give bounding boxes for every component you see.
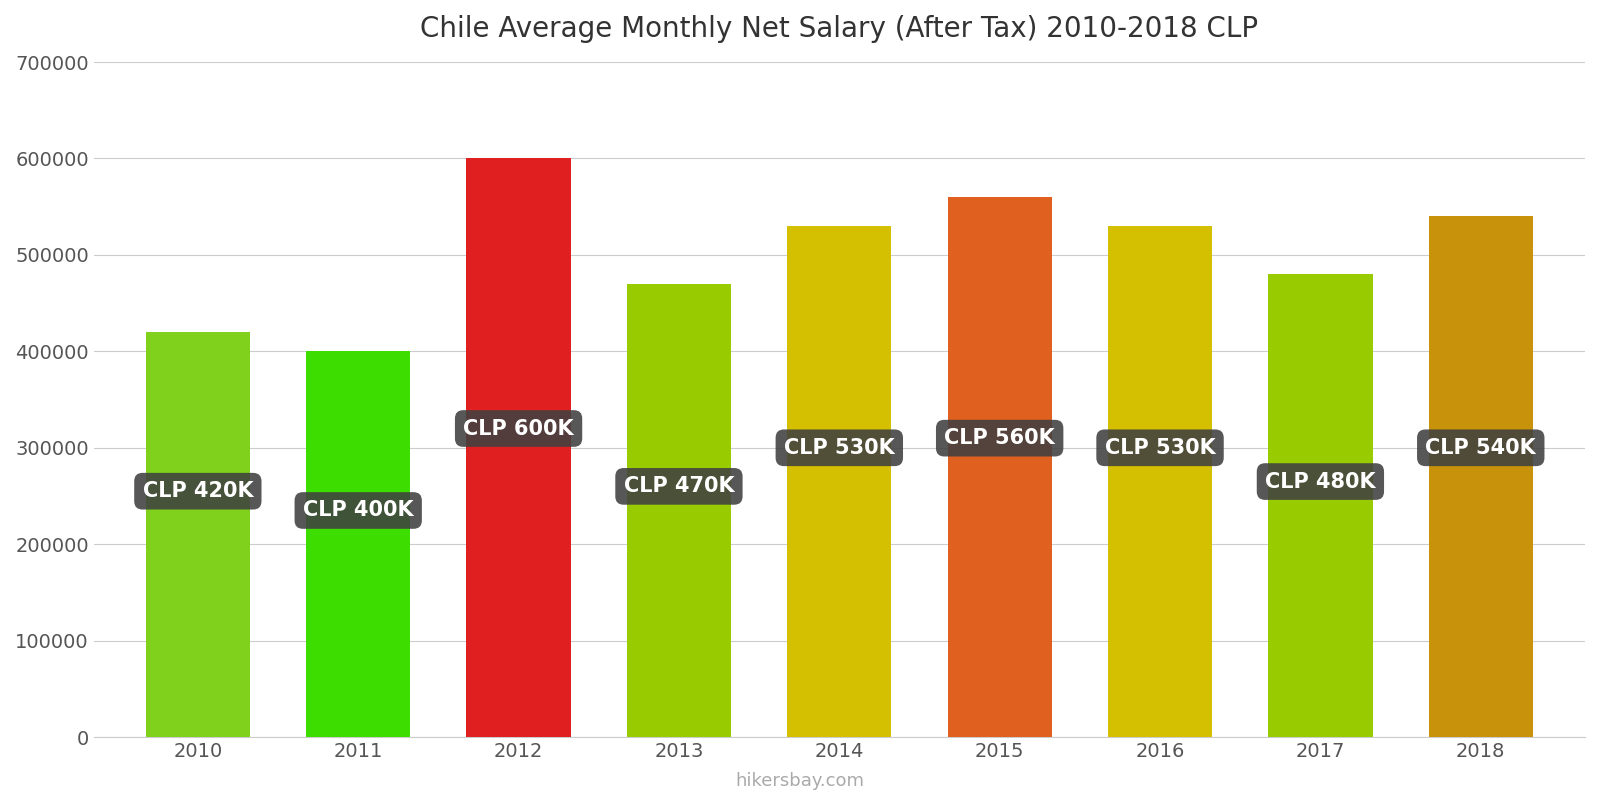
Text: CLP 600K: CLP 600K	[464, 418, 574, 438]
Bar	[1429, 216, 1533, 737]
Text: CLP 420K: CLP 420K	[142, 481, 253, 501]
Text: hikersbay.com: hikersbay.com	[736, 773, 864, 790]
Bar	[1107, 226, 1213, 737]
Text: CLP 470K: CLP 470K	[624, 476, 734, 496]
Bar	[1269, 274, 1373, 737]
Bar	[947, 197, 1051, 737]
Text: CLP 540K: CLP 540K	[1426, 438, 1536, 458]
Bar	[467, 158, 571, 737]
Text: CLP 480K: CLP 480K	[1266, 471, 1376, 491]
Bar	[306, 351, 410, 737]
Bar	[146, 332, 250, 737]
Text: CLP 530K: CLP 530K	[784, 438, 894, 458]
Title: Chile Average Monthly Net Salary (After Tax) 2010-2018 CLP: Chile Average Monthly Net Salary (After …	[421, 15, 1258, 43]
Text: CLP 560K: CLP 560K	[944, 428, 1054, 448]
Bar	[787, 226, 891, 737]
Text: CLP 530K: CLP 530K	[1104, 438, 1216, 458]
Bar	[627, 284, 731, 737]
Text: CLP 400K: CLP 400K	[302, 501, 413, 521]
